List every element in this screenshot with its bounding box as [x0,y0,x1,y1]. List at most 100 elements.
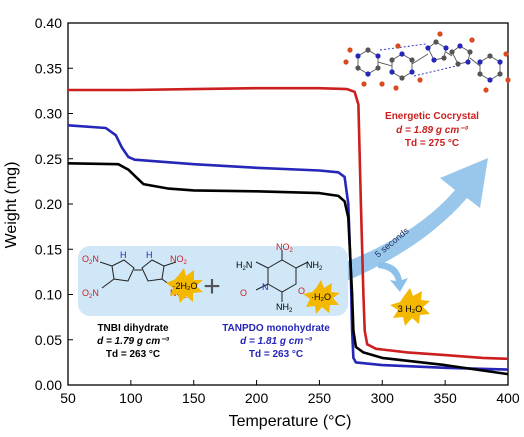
atom [361,81,367,87]
svg-text:O: O [298,286,305,296]
tanpdo-density: d = 1.81 g cm⁻³ [240,336,312,347]
atom [449,49,455,55]
cocrystal-atoms [343,31,511,93]
atom [433,39,439,45]
atom [443,45,449,51]
x-tick-label: 50 [60,390,76,406]
atom [505,77,511,83]
atom [467,49,473,55]
atom [399,75,405,81]
tanpdo-water-burst [303,280,340,314]
tanpdo-name: TANPDO monohydrate [222,323,330,334]
svg-text:N: N [262,282,269,292]
x-tick-label: 400 [496,390,520,406]
svg-text:O2N: O2N [82,254,99,266]
svg-text:H2N: H2N [236,260,252,272]
tanpdo-water: ·H₂O [311,292,331,302]
atom [441,55,447,61]
released-water: 3 H₂O [398,304,423,314]
cocrystal-name: Energetic Cocrystal [385,111,479,122]
atom [365,47,371,53]
y-tick-label: 0.40 [35,15,62,31]
water-arrow [378,262,408,292]
y-axis-title: Weight (mg) [3,162,20,249]
y-tick-label: 0.25 [35,151,62,167]
atom [379,81,385,87]
svg-text:O: O [240,288,247,298]
y-tick-label: 0.10 [35,287,62,303]
svg-text:NH2: NH2 [306,260,323,272]
atom [393,85,399,91]
atom [343,59,349,65]
cocrystal-density: d = 1.89 g cm⁻³ [396,125,468,136]
atom [477,71,483,77]
atom [389,69,395,75]
atom [389,57,395,63]
x-tick-label: 150 [182,390,206,406]
atom [399,51,405,57]
tnbi-water-burst [166,268,203,303]
x-tick-label: 350 [433,390,457,406]
tnbi-name: TNBI dihydrate [97,323,169,334]
atom [503,51,509,57]
x-axis: 50 100 150 200 250 300 350 400 [60,380,520,406]
atom [497,71,503,77]
y-tick-label: 0.30 [35,106,62,122]
tnbi-curve [67,162,509,376]
atom [355,65,361,71]
atom [487,53,493,59]
atom [455,61,461,67]
svg-text:O2N: O2N [82,288,99,300]
y-tick-label: 0.05 [35,332,62,348]
tanpdo-td: Td = 263 °C [249,349,303,360]
y-tick-label: 0.00 [35,377,62,393]
cocrystal-curve [68,86,509,361]
atom [409,57,415,63]
atom [431,57,437,63]
svg-text:NH2: NH2 [276,302,293,314]
atom [395,43,401,49]
x-tick-label: 200 [245,390,269,406]
x-tick-label: 100 [119,390,143,406]
y-axis: 0.00 0.05 0.10 0.15 0.20 0.25 0.30 0.35 0.40 [35,15,73,393]
atom [347,47,353,53]
x-tick-label: 300 [371,390,395,406]
svg-text:H: H [146,250,153,260]
atom [375,53,381,59]
cocrystal-td: Td = 275 °C [405,138,459,149]
atom [365,71,371,77]
tnbi-density: d = 1.79 g cm⁻³ [97,336,169,347]
atom [465,59,471,65]
tnbi-water: ·2H₂O [173,281,198,291]
atom [409,69,415,75]
y-tick-label: 0.35 [35,60,62,76]
svg-text:NO2: NO2 [170,254,188,266]
y-tick-label: 0.15 [35,241,62,257]
atom [417,77,423,83]
atom [483,87,489,93]
atom [469,37,475,43]
tnbi-td: Td = 263 °C [106,349,160,360]
cocrystal-arrow [330,158,488,283]
svg-text:NO2: NO2 [276,242,294,254]
tanpdo-molecule [255,250,309,302]
atom [457,43,463,49]
atom [425,45,431,51]
plus-sign: + [203,270,221,303]
x-axis-title: Temperature (°C) [229,413,352,430]
atom [487,77,493,83]
y-tick-label: 0.20 [35,196,62,212]
tanpdo-atom-labels: NO2 H2N NH2 O O NH2 N [236,242,323,314]
atom [355,53,361,59]
series-layer [67,86,509,376]
atom [497,59,503,65]
atom [375,65,381,71]
x-tick-label: 250 [308,390,332,406]
reactant-panel [78,246,348,316]
tanpdo-curve [67,124,509,371]
atom [437,31,443,37]
released-water-burst [390,288,430,326]
svg-text:H: H [120,250,127,260]
tnbi-atom-labels: O2N O2N NO2 NO2 H H [82,250,188,300]
